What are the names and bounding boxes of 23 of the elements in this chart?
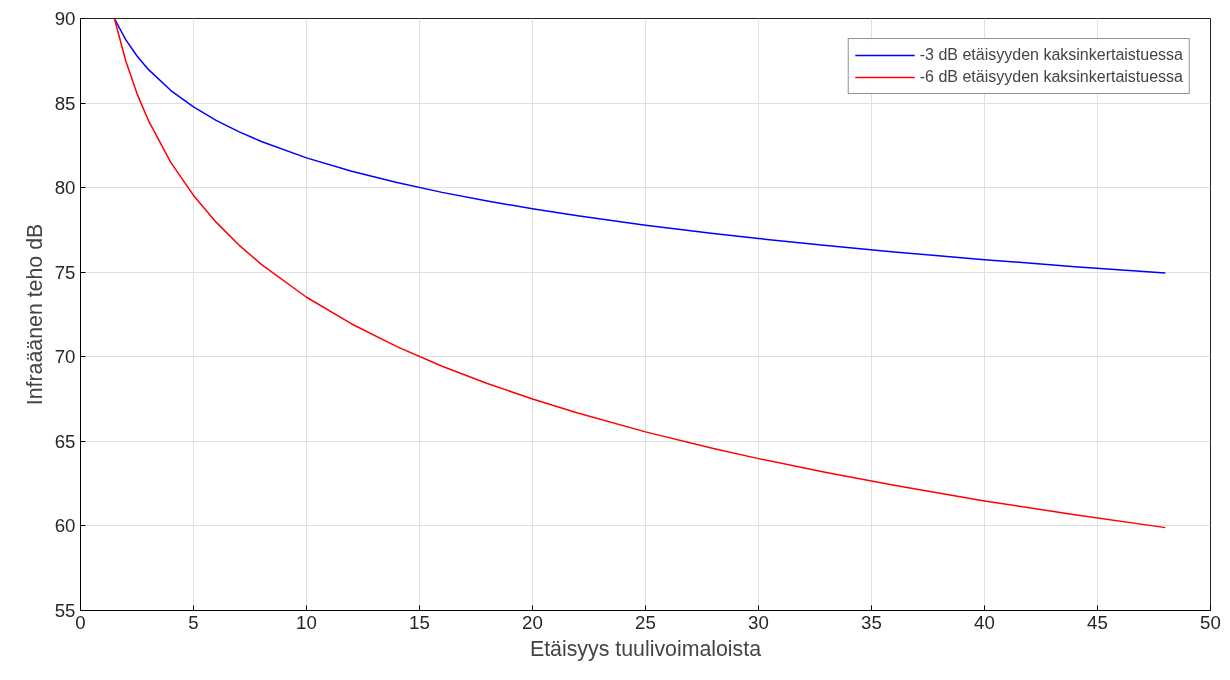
x-tick-label: 50 (1200, 611, 1221, 633)
y-tick-label: 55 (54, 600, 76, 621)
legend-label: -3 dB etäisyyden kaksinkertaistuessa (919, 46, 1183, 64)
x-tick-label: 15 (409, 611, 430, 633)
y-tick-label: 90 (54, 8, 76, 29)
y-tick-label: 70 (54, 346, 76, 368)
y-tick-label: 85 (54, 92, 76, 114)
y-tick-label: 60 (54, 515, 76, 537)
x-tick-label: 10 (296, 611, 317, 633)
y-axis-title: Infraäänen teho dB (22, 223, 47, 406)
y-tick-label: 80 (54, 177, 76, 199)
x-tick-label: 35 (861, 611, 882, 633)
x-tick-label: 0 (75, 611, 86, 633)
legend-label: -6 dB etäisyyden kaksinkertaistuessa (919, 68, 1183, 86)
x-tick-label: 45 (1087, 611, 1108, 633)
y-tick-label: 65 (54, 430, 76, 452)
x-axis-title: Etäisyys tuulivoimaloista (529, 636, 762, 661)
x-tick-label: 5 (188, 611, 199, 633)
x-tick-label: 25 (635, 611, 656, 633)
x-tick-label: 30 (748, 611, 769, 633)
x-tick-label: 40 (974, 611, 995, 633)
y-tick-label: 75 (54, 261, 76, 283)
x-tick-label: 20 (522, 611, 543, 633)
